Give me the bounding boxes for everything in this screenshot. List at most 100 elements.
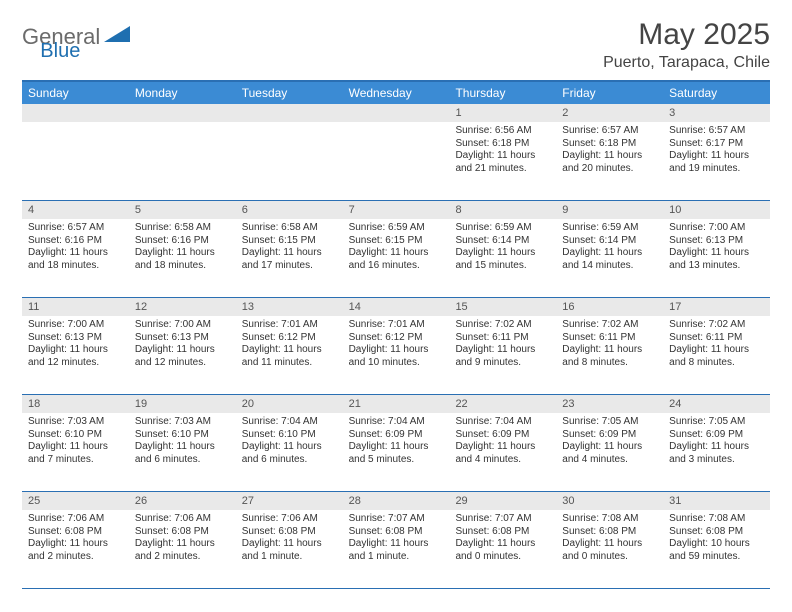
sunrise-line: Sunrise: 6:59 AM — [349, 222, 444, 235]
day-cell-body: Sunrise: 7:05 AMSunset: 6:09 PMDaylight:… — [556, 413, 663, 472]
logo-triangle-icon — [104, 26, 130, 49]
day-cell-body: Sunrise: 7:02 AMSunset: 6:11 PMDaylight:… — [449, 316, 556, 375]
sunset-line: Sunset: 6:08 PM — [455, 526, 550, 539]
day-cell-body: Sunrise: 7:00 AMSunset: 6:13 PMDaylight:… — [22, 316, 129, 375]
daylight-line: Daylight: 11 hours and 18 minutes. — [135, 247, 230, 272]
sunset-line: Sunset: 6:10 PM — [135, 429, 230, 442]
day-number: 11 — [22, 298, 129, 316]
day-cell: Sunrise: 7:02 AMSunset: 6:11 PMDaylight:… — [449, 316, 556, 394]
day-cell-body: Sunrise: 6:59 AMSunset: 6:15 PMDaylight:… — [343, 219, 450, 278]
day-cell: Sunrise: 6:57 AMSunset: 6:16 PMDaylight:… — [22, 219, 129, 297]
week-wrap: 25262728293031Sunrise: 7:06 AMSunset: 6:… — [22, 492, 770, 589]
sunset-line: Sunset: 6:16 PM — [135, 235, 230, 248]
daylight-line: Daylight: 11 hours and 1 minute. — [242, 538, 337, 563]
sunset-line: Sunset: 6:11 PM — [455, 332, 550, 345]
day-cell: Sunrise: 7:06 AMSunset: 6:08 PMDaylight:… — [22, 510, 129, 588]
day-number: 25 — [22, 492, 129, 510]
week-wrap: 123Sunrise: 6:56 AMSunset: 6:18 PMDaylig… — [22, 104, 770, 201]
page-subtitle: Puerto, Tarapaca, Chile — [603, 54, 770, 72]
day-number: 8 — [449, 201, 556, 219]
page-title: May 2025 — [603, 18, 770, 52]
day-number: 29 — [449, 492, 556, 510]
day-number: 23 — [556, 395, 663, 413]
day-cell: Sunrise: 7:02 AMSunset: 6:11 PMDaylight:… — [556, 316, 663, 394]
day-number: 27 — [236, 492, 343, 510]
sunset-line: Sunset: 6:11 PM — [669, 332, 764, 345]
day-cell: Sunrise: 7:08 AMSunset: 6:08 PMDaylight:… — [663, 510, 770, 588]
day-cell: Sunrise: 7:01 AMSunset: 6:12 PMDaylight:… — [236, 316, 343, 394]
day-number: 16 — [556, 298, 663, 316]
daylight-line: Daylight: 11 hours and 4 minutes. — [562, 441, 657, 466]
sunset-line: Sunset: 6:15 PM — [349, 235, 444, 248]
day-cell-body: Sunrise: 7:02 AMSunset: 6:11 PMDaylight:… — [663, 316, 770, 375]
sunset-line: Sunset: 6:18 PM — [562, 138, 657, 151]
daylight-line: Daylight: 11 hours and 21 minutes. — [455, 150, 550, 175]
day-cell-body: Sunrise: 6:57 AMSunset: 6:18 PMDaylight:… — [556, 122, 663, 181]
day-cell: Sunrise: 7:04 AMSunset: 6:10 PMDaylight:… — [236, 413, 343, 491]
day-cell: Sunrise: 7:02 AMSunset: 6:11 PMDaylight:… — [663, 316, 770, 394]
sunset-line: Sunset: 6:14 PM — [455, 235, 550, 248]
day-number — [129, 104, 236, 122]
day-cell: Sunrise: 7:00 AMSunset: 6:13 PMDaylight:… — [663, 219, 770, 297]
daylight-line: Daylight: 11 hours and 7 minutes. — [28, 441, 123, 466]
daynum-row: 45678910 — [22, 201, 770, 219]
day-cell: Sunrise: 7:07 AMSunset: 6:08 PMDaylight:… — [343, 510, 450, 588]
day-cell-body: Sunrise: 7:06 AMSunset: 6:08 PMDaylight:… — [236, 510, 343, 569]
day-cell-body — [343, 122, 450, 131]
daylight-line: Daylight: 11 hours and 20 minutes. — [562, 150, 657, 175]
day-cell: Sunrise: 7:04 AMSunset: 6:09 PMDaylight:… — [449, 413, 556, 491]
day-cell-body: Sunrise: 7:04 AMSunset: 6:10 PMDaylight:… — [236, 413, 343, 472]
sunrise-line: Sunrise: 7:00 AM — [135, 319, 230, 332]
sunset-line: Sunset: 6:08 PM — [135, 526, 230, 539]
day-cell-body — [236, 122, 343, 131]
day-number: 14 — [343, 298, 450, 316]
week-body: Sunrise: 7:06 AMSunset: 6:08 PMDaylight:… — [22, 510, 770, 588]
day-number: 2 — [556, 104, 663, 122]
daylight-line: Daylight: 11 hours and 18 minutes. — [28, 247, 123, 272]
day-cell-body: Sunrise: 7:03 AMSunset: 6:10 PMDaylight:… — [22, 413, 129, 472]
day-cell: Sunrise: 7:00 AMSunset: 6:13 PMDaylight:… — [22, 316, 129, 394]
week-wrap: 18192021222324Sunrise: 7:03 AMSunset: 6:… — [22, 395, 770, 492]
day-cell: Sunrise: 7:05 AMSunset: 6:09 PMDaylight:… — [556, 413, 663, 491]
daylight-line: Daylight: 11 hours and 4 minutes. — [455, 441, 550, 466]
day-cell: Sunrise: 6:57 AMSunset: 6:18 PMDaylight:… — [556, 122, 663, 200]
sunset-line: Sunset: 6:12 PM — [242, 332, 337, 345]
week-body: Sunrise: 7:03 AMSunset: 6:10 PMDaylight:… — [22, 413, 770, 491]
sunrise-line: Sunrise: 7:00 AM — [28, 319, 123, 332]
day-cell-body: Sunrise: 6:58 AMSunset: 6:15 PMDaylight:… — [236, 219, 343, 278]
sunrise-line: Sunrise: 7:02 AM — [562, 319, 657, 332]
day-cell: Sunrise: 6:57 AMSunset: 6:17 PMDaylight:… — [663, 122, 770, 200]
day-cell: Sunrise: 6:58 AMSunset: 6:16 PMDaylight:… — [129, 219, 236, 297]
dow-friday: Friday — [556, 82, 663, 104]
sunrise-line: Sunrise: 7:07 AM — [349, 513, 444, 526]
header: General Blue May 2025 Puerto, Tarapaca, … — [22, 18, 770, 72]
daylight-line: Daylight: 11 hours and 6 minutes. — [242, 441, 337, 466]
daylight-line: Daylight: 11 hours and 11 minutes. — [242, 344, 337, 369]
daylight-line: Daylight: 11 hours and 0 minutes. — [455, 538, 550, 563]
sunset-line: Sunset: 6:13 PM — [669, 235, 764, 248]
sunset-line: Sunset: 6:13 PM — [135, 332, 230, 345]
sunset-line: Sunset: 6:10 PM — [28, 429, 123, 442]
day-cell-body: Sunrise: 7:05 AMSunset: 6:09 PMDaylight:… — [663, 413, 770, 472]
daylight-line: Daylight: 11 hours and 15 minutes. — [455, 247, 550, 272]
day-cell-body: Sunrise: 7:08 AMSunset: 6:08 PMDaylight:… — [556, 510, 663, 569]
week-body: Sunrise: 6:57 AMSunset: 6:16 PMDaylight:… — [22, 219, 770, 297]
day-cell — [236, 122, 343, 200]
sunset-line: Sunset: 6:12 PM — [349, 332, 444, 345]
day-cell: Sunrise: 7:03 AMSunset: 6:10 PMDaylight:… — [129, 413, 236, 491]
day-cell-body — [22, 122, 129, 131]
dow-monday: Monday — [129, 82, 236, 104]
sunset-line: Sunset: 6:08 PM — [349, 526, 444, 539]
sunset-line: Sunset: 6:10 PM — [242, 429, 337, 442]
sunset-line: Sunset: 6:17 PM — [669, 138, 764, 151]
sunrise-line: Sunrise: 7:01 AM — [242, 319, 337, 332]
sunrise-line: Sunrise: 7:03 AM — [28, 416, 123, 429]
day-number: 4 — [22, 201, 129, 219]
daylight-line: Daylight: 11 hours and 5 minutes. — [349, 441, 444, 466]
sunset-line: Sunset: 6:09 PM — [669, 429, 764, 442]
sunrise-line: Sunrise: 7:06 AM — [242, 513, 337, 526]
day-number: 1 — [449, 104, 556, 122]
day-number: 12 — [129, 298, 236, 316]
sunset-line: Sunset: 6:08 PM — [28, 526, 123, 539]
sunrise-line: Sunrise: 7:06 AM — [28, 513, 123, 526]
